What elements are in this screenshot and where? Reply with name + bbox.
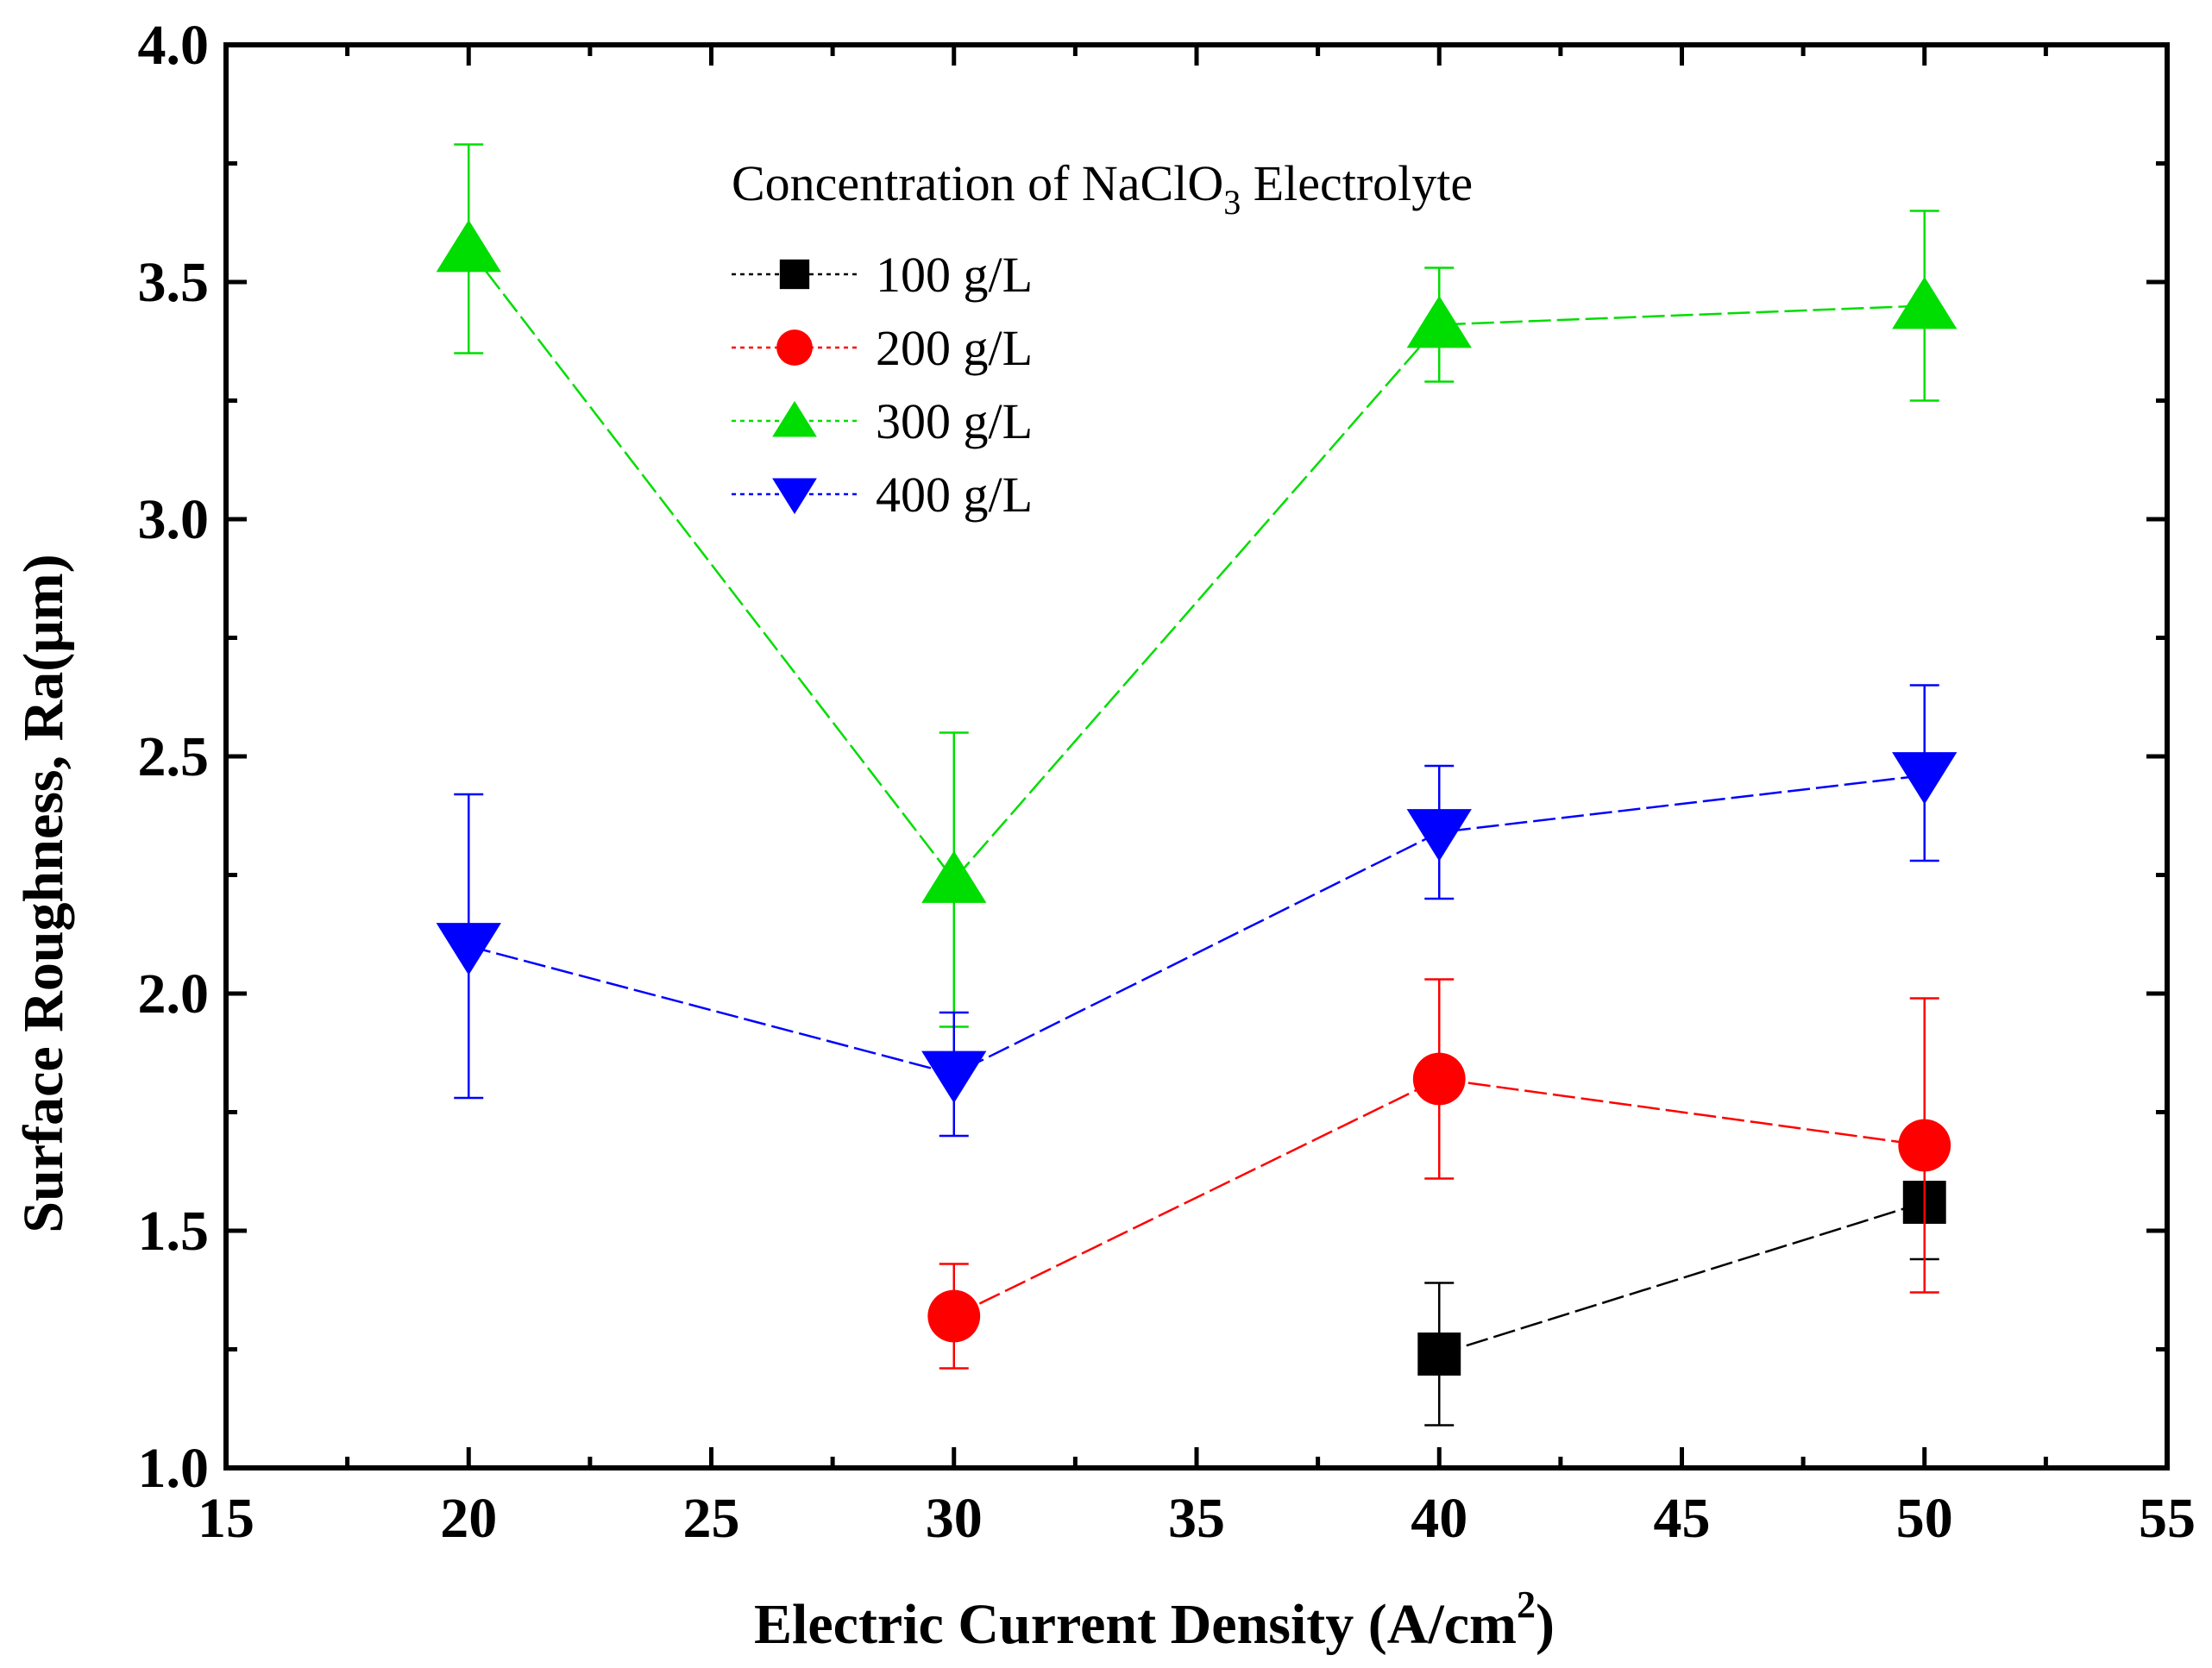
y-tick-label: 1.0 — [138, 1437, 210, 1500]
x-tick-label: 50 — [1896, 1487, 1953, 1550]
data-point-triangle-down — [1892, 752, 1957, 805]
x-tick-label: 40 — [1411, 1487, 1467, 1550]
x-tick-label: 20 — [440, 1487, 497, 1550]
legend-item: 100 g/L — [732, 247, 1033, 303]
data-point-triangle-up — [436, 219, 501, 273]
data-point-triangle-up — [1892, 276, 1957, 329]
data-point-triangle-up — [1406, 295, 1472, 348]
series-200-g-L — [927, 978, 1951, 1370]
x-tick-label: 30 — [926, 1487, 983, 1550]
y-tick-label: 3.5 — [138, 251, 210, 314]
y-axis-label: Surface Roughness, Ra(μm) — [12, 554, 75, 1232]
data-point-circle — [927, 1289, 981, 1343]
y-tick-label: 3.0 — [138, 488, 210, 551]
data-point-circle — [776, 329, 813, 366]
legend-label: 100 g/L — [876, 247, 1033, 303]
series-100-g-L — [1417, 1144, 1946, 1427]
legend: Concentration of NaClO3 Electrolyte 100 … — [732, 155, 1473, 523]
y-tick-label: 2.0 — [138, 963, 210, 1025]
legend-item: 300 g/L — [732, 393, 1033, 449]
data-point-triangle-up — [921, 850, 987, 903]
x-tick-label: 35 — [1168, 1487, 1225, 1550]
y-tick-label: 1.5 — [138, 1200, 210, 1263]
data-point-square — [779, 259, 810, 290]
data-point-triangle-down — [921, 1050, 987, 1104]
series-300-g-L — [436, 143, 1957, 1028]
plot-frame — [223, 42, 2170, 1470]
legend-label: 400 g/L — [876, 467, 1033, 523]
y-tick-label: 2.5 — [138, 725, 210, 788]
series-line — [953, 1077, 1925, 1318]
data-point-square — [1417, 1333, 1461, 1376]
x-tick-label: 15 — [198, 1487, 255, 1550]
x-tick-label: 25 — [683, 1487, 740, 1550]
legend-label: 300 g/L — [876, 393, 1033, 449]
x-axis-label: Electric Current Density (A/cm2) — [754, 1583, 1555, 1656]
series-line — [468, 774, 1925, 1075]
x-tick-label: 55 — [2139, 1487, 2196, 1550]
data-point-triangle-up — [772, 400, 817, 437]
series-line — [1438, 1201, 1926, 1356]
legend-item: 200 g/L — [732, 320, 1033, 376]
data-point-triangle-down — [436, 923, 501, 975]
series-line — [468, 248, 1925, 881]
series-400-g-L — [436, 684, 1957, 1138]
data-point-triangle-down — [772, 478, 817, 515]
data-point-triangle-down — [1406, 809, 1472, 862]
series-layer — [436, 143, 1957, 1427]
axes-layer: 15 20 25 30 35 40 45 50 55 1.0 1.5 2.0 2.5 3.0 3.5 4.0 — [138, 14, 2196, 1550]
y-tick-label: 4.0 — [138, 14, 210, 77]
data-point-circle — [1412, 1052, 1466, 1106]
data-point-circle — [1898, 1119, 1951, 1172]
x-tick-label: 45 — [1654, 1487, 1711, 1550]
legend-item: 400 g/L — [732, 467, 1033, 523]
legend-title: Concentration of NaClO3 Electrolyte — [732, 155, 1473, 222]
legend-label: 200 g/L — [876, 320, 1033, 376]
